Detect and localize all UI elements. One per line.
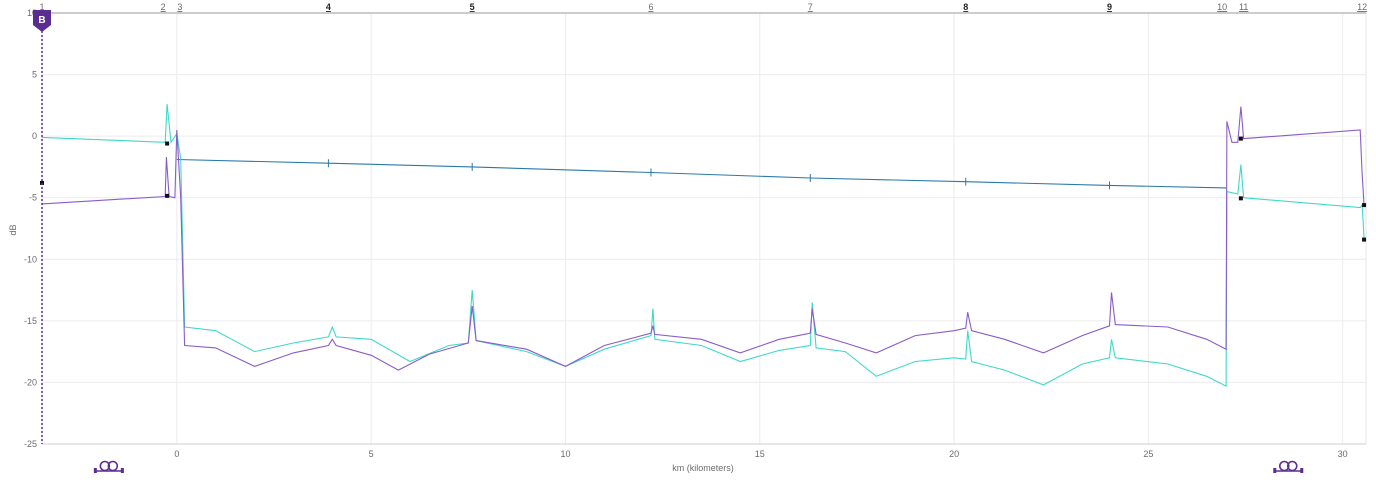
x-tick-label: 15 bbox=[755, 449, 765, 459]
y-axis-ticks: 10 5 0 -5 -10 -15 -20 -25 bbox=[24, 8, 37, 449]
reel-icon bbox=[1273, 460, 1304, 473]
span-end-marker bbox=[1362, 237, 1367, 242]
cursor-label[interactable]: B bbox=[38, 15, 45, 26]
x-tick-label: 30 bbox=[1338, 449, 1348, 459]
span-end-marker bbox=[165, 141, 170, 146]
event-label[interactable]: 2 bbox=[161, 2, 166, 12]
span-end-marker bbox=[1362, 203, 1367, 208]
span-end-marker bbox=[165, 193, 170, 198]
y-axis-label: dB bbox=[8, 224, 18, 235]
y-tick-label: -15 bbox=[24, 316, 37, 326]
event-label[interactable]: 7 bbox=[808, 2, 813, 12]
trace-line-series_b bbox=[41, 106, 1365, 371]
chart-grid bbox=[41, 12, 1367, 445]
reel-end bbox=[120, 468, 124, 473]
y-tick-label: 5 bbox=[32, 70, 37, 80]
reel-end bbox=[93, 468, 97, 473]
span-end-marker bbox=[1238, 196, 1243, 201]
event-markers: 1 2 3 4 5 6 7 8 9 10 11 12 bbox=[39, 2, 1367, 12]
cursor-b[interactable]: B bbox=[33, 10, 51, 444]
trace-series bbox=[40, 104, 1367, 387]
y-tick-label: -10 bbox=[24, 254, 37, 264]
cursor-flag[interactable] bbox=[33, 10, 51, 32]
event-label[interactable]: 12 bbox=[1357, 2, 1367, 12]
event-label[interactable]: 5 bbox=[470, 2, 475, 12]
x-axis-label: km (kilometers) bbox=[672, 463, 734, 473]
x-tick-label: 0 bbox=[174, 449, 179, 459]
span-end-marker bbox=[40, 180, 44, 185]
reel-end bbox=[1273, 468, 1277, 473]
x-axis-ticks: 0 5 10 15 20 25 30 bbox=[174, 449, 1347, 459]
event-label[interactable]: 9 bbox=[1107, 2, 1112, 12]
x-tick-label: 25 bbox=[1143, 449, 1153, 459]
span-end-marker bbox=[1238, 136, 1243, 141]
y-tick-label: -20 bbox=[24, 377, 37, 387]
y-tick-label: -5 bbox=[29, 193, 37, 203]
event-label[interactable]: 11 bbox=[1239, 2, 1248, 12]
y-tick-label: 0 bbox=[32, 131, 37, 141]
event-label[interactable]: 4 bbox=[326, 2, 331, 12]
connector-icons bbox=[93, 460, 1304, 473]
event-label[interactable]: 1 bbox=[39, 2, 44, 12]
event-label[interactable]: 3 bbox=[177, 2, 182, 12]
y-tick-label: -25 bbox=[24, 439, 37, 449]
event-label[interactable]: 10 bbox=[1217, 2, 1227, 12]
event-label[interactable]: 6 bbox=[648, 2, 653, 12]
trace-line-series_a bbox=[41, 104, 1365, 387]
plot-frame bbox=[41, 12, 1367, 445]
x-tick-label: 20 bbox=[949, 449, 959, 459]
trace-line-series_c bbox=[176, 158, 1227, 189]
x-tick-label: 10 bbox=[560, 449, 570, 459]
y-tick-label: 10 bbox=[27, 8, 37, 18]
x-tick-label: 5 bbox=[369, 449, 374, 459]
reel-end bbox=[1300, 468, 1304, 473]
event-label[interactable]: 8 bbox=[963, 2, 968, 12]
reel-icon bbox=[93, 460, 124, 473]
